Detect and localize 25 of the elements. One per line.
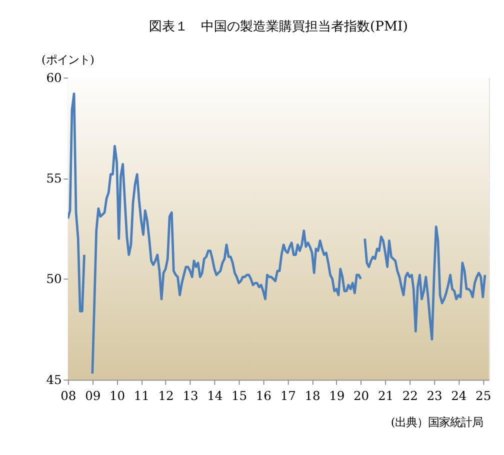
x-tick-label: 25 [476, 388, 492, 403]
y-tick-label: 45 [46, 372, 62, 387]
x-tick-label: 10 [109, 388, 126, 403]
x-tick-label: 16 [256, 388, 272, 403]
x-tick-label: 24 [451, 388, 467, 403]
x-tick-label: 17 [280, 388, 296, 403]
x-tick-label: 15 [231, 388, 248, 403]
x-tick-label: 12 [158, 388, 174, 403]
x-tick-label: 21 [378, 388, 394, 403]
y-axis-title: (ポイント) [42, 52, 94, 66]
y-tick-label: 50 [46, 272, 62, 286]
x-tick-label: 13 [182, 388, 198, 403]
chart-title: 図表１ 中国の製造業購買担当者指数(PMI) [148, 19, 408, 34]
y-tick-label: 60 [46, 70, 62, 85]
y-tick-label: 55 [46, 172, 62, 186]
x-tick-label: 18 [304, 388, 320, 403]
x-tick-label: 20 [353, 388, 370, 403]
x-tick-label: 11 [134, 388, 150, 403]
x-tick-label: 23 [426, 388, 442, 403]
x-tick-label: 09 [85, 388, 101, 403]
x-tick-label: 19 [329, 388, 345, 403]
x-tick-label: 22 [402, 388, 418, 403]
text: (出典）国家統計局 [390, 414, 484, 429]
x-tick-label: 08 [60, 388, 76, 403]
x-tick-label: 14 [207, 388, 223, 403]
